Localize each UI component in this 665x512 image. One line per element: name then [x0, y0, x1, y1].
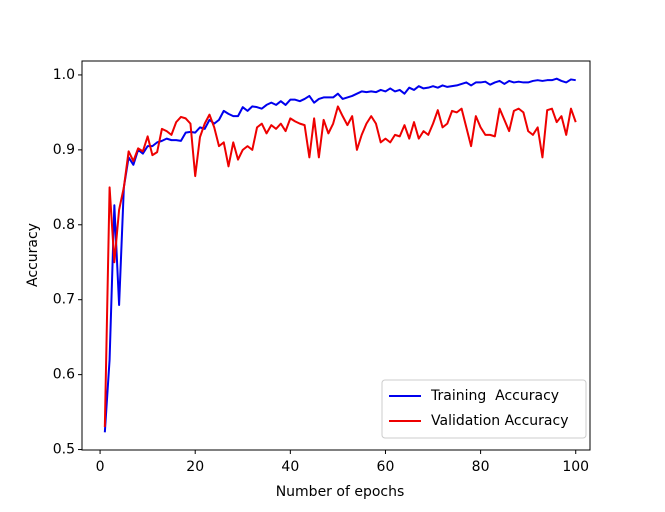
data-line: [103, 105, 577, 428]
legend-box: [381, 379, 587, 439]
x-tick-label: 40: [281, 459, 299, 475]
plot-frame: [81, 60, 591, 451]
y-tick-label: 0.5: [53, 442, 75, 458]
x-tick-label: 60: [377, 459, 395, 475]
y-axis-label: Accuracy: [25, 223, 41, 287]
x-tick-label: 80: [472, 459, 490, 475]
x-tick-label: 100: [562, 459, 589, 475]
x-tick-label: 20: [186, 459, 204, 475]
y-tick-label: 0.9: [53, 142, 75, 158]
legend-label: Validation Accuracy: [431, 413, 569, 429]
data-line: [103, 77, 576, 433]
y-tick-label: 0.6: [53, 367, 75, 383]
x-tick-label: 0: [96, 459, 105, 475]
legend-label: Training Accuracy: [430, 388, 559, 404]
y-tick-label: 0.7: [53, 292, 75, 308]
x-axis-label: Number of epochs: [276, 484, 405, 500]
y-tick-label: 1.0: [53, 67, 75, 83]
y-tick-label: 0.8: [53, 217, 75, 233]
